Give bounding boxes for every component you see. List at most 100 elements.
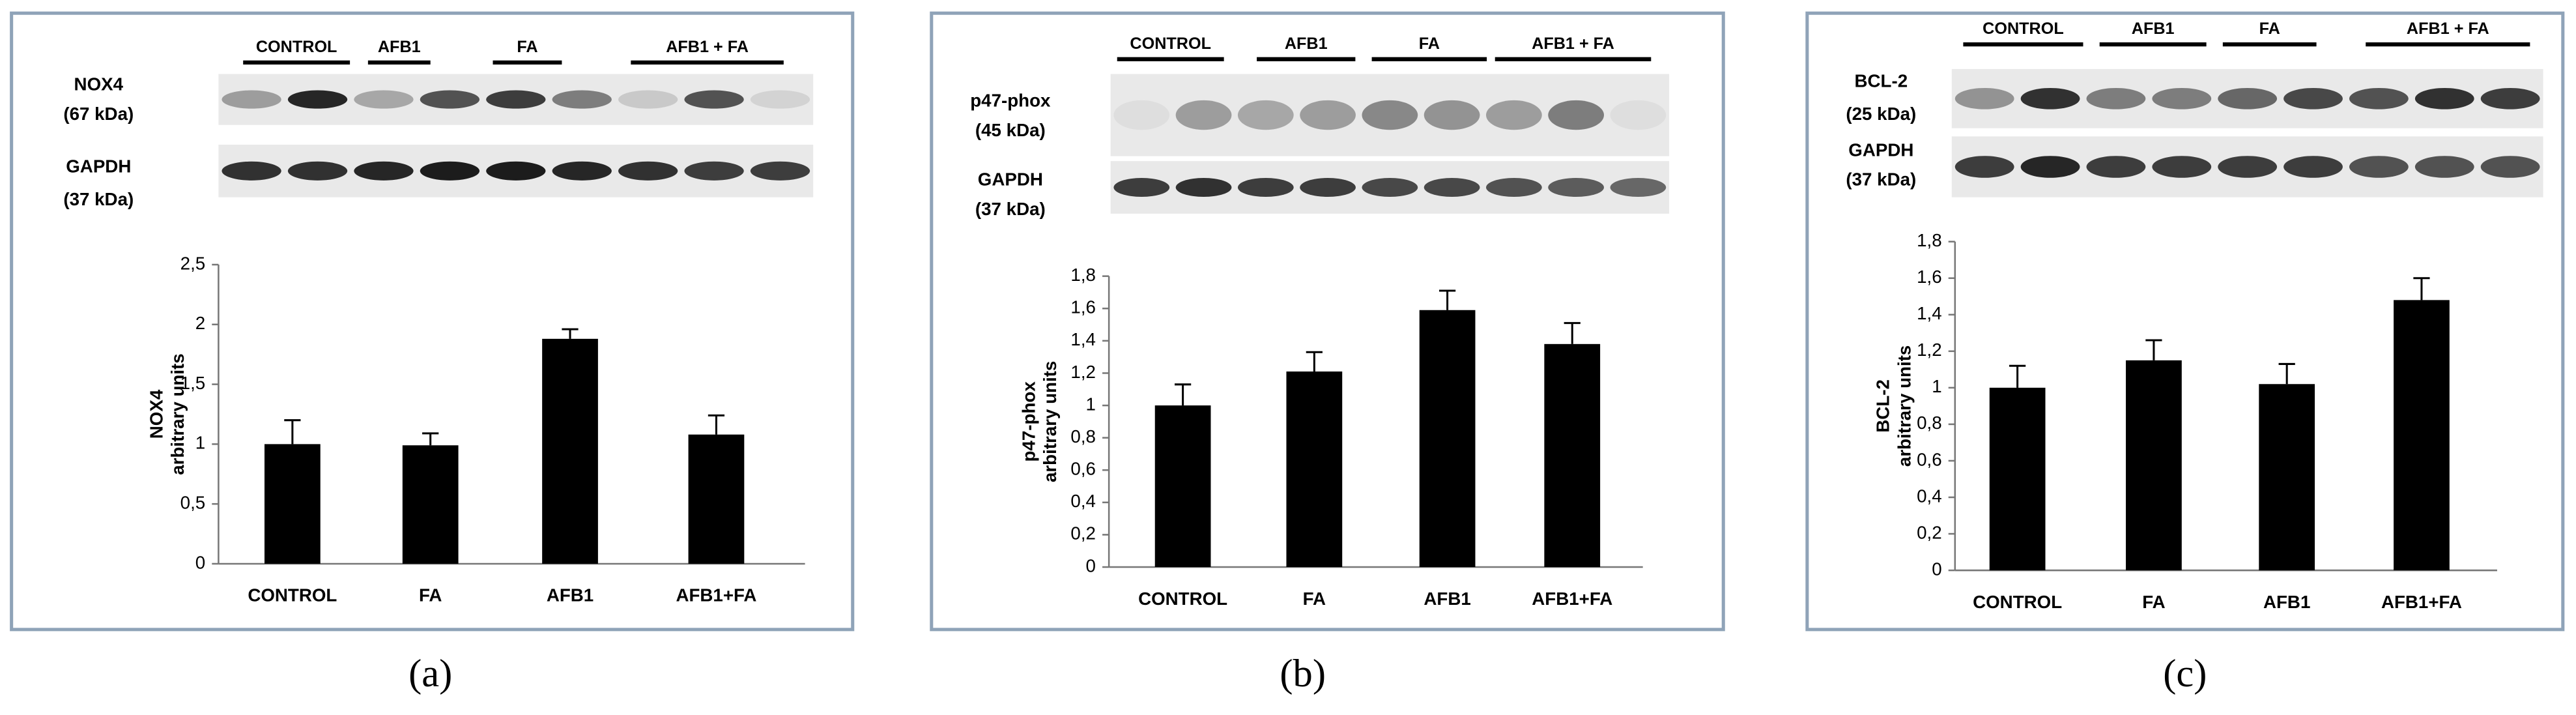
blot-band (1300, 177, 1356, 197)
blot-row-label: (37 kDa) (975, 199, 1046, 219)
blot-row-label: (45 kDa) (975, 120, 1046, 140)
y-tick-label: 0,4 (1917, 486, 1942, 506)
blot-band (1237, 100, 1294, 130)
blot-row-label: GAPDH (66, 156, 131, 177)
blot-group-label: AFB1 (1285, 35, 1328, 53)
blot-band (1424, 177, 1480, 197)
blot-band (287, 161, 348, 181)
blot-group-label: CONTROL (256, 38, 337, 56)
blot-band (1548, 100, 1605, 130)
blot-band (2086, 87, 2146, 109)
blot-band (750, 90, 810, 109)
blot-row-label: p47-phox (970, 91, 1051, 111)
y-tick-label: 0,6 (1070, 459, 1096, 479)
blot-band (354, 161, 414, 181)
y-tick-label: 0,8 (1917, 413, 1942, 433)
blot-band (2218, 156, 2278, 178)
y-tick-label: 1 (1086, 394, 1096, 414)
y-tick-label: 1,8 (1917, 230, 1942, 250)
bar (1989, 387, 2046, 571)
y-axis-label: arbitrary units (1894, 345, 1914, 467)
bar (1154, 405, 1211, 568)
y-tick-label: 0,2 (1070, 523, 1096, 544)
y-tick-label: 1,6 (1070, 297, 1096, 317)
blot-group-label: FA (517, 38, 537, 56)
blot-group-label: FA (2259, 20, 2280, 38)
y-axis-label: BCL-2 (1873, 379, 1893, 433)
blot-band (354, 90, 414, 109)
blot-row-label: BCL-2 (1855, 70, 1908, 91)
y-tick-label: 0 (195, 552, 205, 572)
blot-band (1424, 100, 1480, 130)
blot-row-label: (25 kDa) (1846, 104, 1916, 124)
blot-group-label: AFB1 + FA (666, 38, 749, 56)
bar (2394, 300, 2450, 571)
y-axis-label: arbitrary units (1040, 361, 1060, 482)
y-tick-label: 1,2 (1917, 340, 1942, 360)
blot-band (684, 90, 744, 109)
y-tick-label: 0,6 (1917, 449, 1942, 469)
blot-band (420, 161, 480, 181)
blot-band (2020, 87, 2080, 109)
bar (1544, 343, 1601, 568)
y-tick-label: 0,5 (180, 493, 206, 513)
blot-group-label: CONTROL (1130, 35, 1211, 53)
y-tick-label: 0,8 (1070, 426, 1096, 446)
blot-band (1548, 177, 1605, 197)
blot-band (1362, 100, 1418, 130)
bar (542, 338, 598, 564)
blot-band (1362, 177, 1418, 197)
panel: CONTROL AFB1 FA AFB1 + FA p47-phox (45 kDa) GA… (930, 11, 1725, 695)
y-tick-label: 0,4 (1070, 491, 1096, 511)
blot-band (2480, 87, 2540, 109)
blot-band (618, 161, 678, 181)
blot-band (750, 161, 810, 181)
blot-band (1954, 87, 2014, 109)
bar (1419, 310, 1476, 568)
x-tick-label: AFB1+FA (1532, 589, 1612, 609)
blot-band (2283, 87, 2343, 109)
y-tick-label: 0,2 (1917, 522, 1942, 542)
panel-label: (b) (1280, 652, 1326, 695)
y-axis-label: p47-phox (1018, 381, 1038, 462)
panel-border (1805, 11, 2565, 632)
blot-band (1954, 156, 2014, 178)
y-tick-label: 0 (1932, 559, 1941, 579)
blot-band (222, 90, 281, 109)
blot-band (2414, 156, 2474, 178)
y-tick-label: 1 (1932, 376, 1941, 396)
x-tick-label: AFB1 (547, 585, 594, 606)
y-tick-label: 1,8 (1070, 265, 1096, 285)
y-axis-label: arbitrary units (167, 353, 188, 474)
blot-row-label: GAPDH (1848, 139, 1913, 160)
x-tick-label: FA (2142, 592, 2165, 612)
blot-group-label: AFB1 + FA (1532, 35, 1614, 53)
blot-band (1175, 177, 1232, 197)
bar (2259, 384, 2315, 571)
blot-band (2152, 156, 2212, 178)
blot-band (552, 161, 612, 181)
x-tick-label: CONTROL (1138, 589, 1227, 609)
y-tick-label: 1,4 (1917, 303, 1942, 323)
panel: CONTROL AFB1 FA AFB1 + FA NOX4 (67 kDa) GAPDH (… (10, 11, 855, 695)
blot-group-label: AFB1 (2132, 20, 2175, 38)
blot-band (2283, 156, 2343, 178)
blot-band (2414, 87, 2474, 109)
panel-label: (c) (2163, 652, 2207, 695)
x-tick-label: AFB1 (1424, 589, 1470, 609)
x-tick-label: FA (419, 585, 442, 606)
x-tick-label: FA (1303, 589, 1326, 609)
blot-group-label: AFB1 + FA (2407, 20, 2489, 38)
blot-band (1113, 100, 1170, 130)
x-tick-label: CONTROL (248, 585, 337, 606)
blot-band (2480, 156, 2540, 178)
blot-band (2020, 156, 2080, 178)
x-tick-label: CONTROL (1973, 592, 2062, 612)
blot-band (486, 161, 546, 181)
blot-band (1610, 177, 1667, 197)
x-tick-label: AFB1+FA (2381, 592, 2462, 612)
bar (2126, 360, 2182, 571)
y-axis-label: NOX4 (146, 389, 166, 439)
